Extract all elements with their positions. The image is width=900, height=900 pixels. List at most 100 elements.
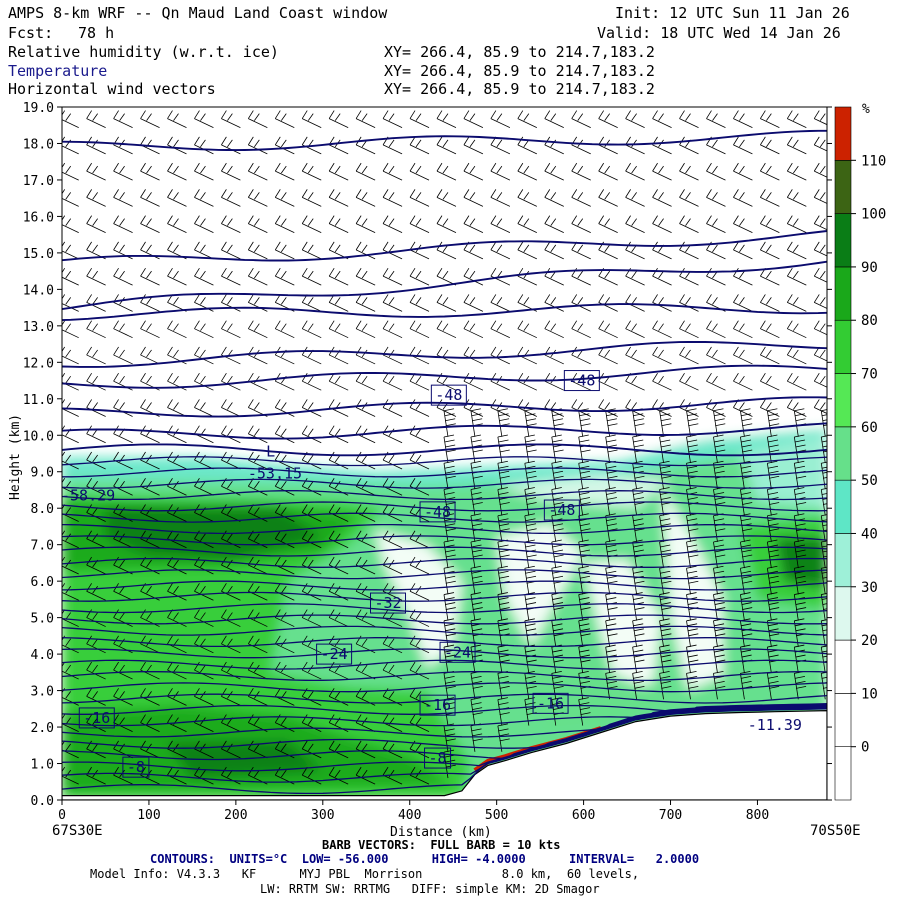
init-time: Init: 12 UTC Sun 11 Jan 26 bbox=[615, 4, 850, 22]
wind-barb bbox=[490, 294, 511, 312]
wind-barb bbox=[86, 320, 106, 339]
wind-barb bbox=[652, 215, 672, 233]
contour-label-box bbox=[78, 707, 115, 729]
wind-barb bbox=[706, 215, 726, 233]
wind-barb bbox=[659, 670, 672, 700]
wind-barb bbox=[247, 320, 268, 339]
wind-barb bbox=[659, 460, 672, 490]
wind-barb bbox=[679, 189, 699, 207]
wind-barb bbox=[221, 530, 241, 549]
wind-barb bbox=[140, 110, 160, 128]
wind-barb bbox=[786, 241, 807, 260]
wind-barb bbox=[632, 487, 645, 516]
wind-barb bbox=[274, 136, 295, 155]
wind-barb bbox=[355, 189, 376, 207]
wind-barb bbox=[733, 136, 753, 155]
wind-barb bbox=[436, 215, 457, 233]
y-tick-label: 5.0 bbox=[31, 612, 54, 627]
wind-barb bbox=[167, 110, 187, 128]
wind-barb bbox=[62, 136, 79, 155]
wind-barb bbox=[247, 294, 268, 312]
wind-barb bbox=[113, 399, 133, 417]
isotherm-low-17 bbox=[62, 591, 827, 602]
wind-barb bbox=[140, 162, 160, 181]
wind-barb bbox=[813, 215, 827, 231]
wind-barb bbox=[517, 215, 537, 233]
chart-title: AMPS 8-km WRF -- Qn Maud Land Coast wind… bbox=[8, 4, 388, 22]
wind-barb bbox=[221, 635, 241, 654]
colorbar-swatch bbox=[834, 746, 852, 801]
wind-barb bbox=[221, 215, 241, 233]
wind-barb bbox=[490, 346, 511, 365]
y-tick-label: 4.0 bbox=[31, 648, 54, 663]
wind-barb bbox=[274, 766, 295, 785]
wind-barb bbox=[517, 189, 537, 207]
isotherm-low-3 bbox=[62, 705, 827, 761]
wind-barb bbox=[571, 110, 591, 128]
wind-barb bbox=[274, 320, 295, 339]
wind-barb bbox=[355, 346, 376, 365]
wind-barb bbox=[490, 110, 511, 128]
wind-barb bbox=[167, 189, 187, 207]
wind-barb bbox=[436, 162, 457, 181]
contour-label-box bbox=[543, 499, 580, 521]
wind-barb bbox=[113, 504, 133, 522]
isotherm-low-23 bbox=[62, 523, 827, 535]
wind-barb bbox=[221, 267, 241, 286]
wind-barb bbox=[686, 539, 699, 569]
rh-area-7 bbox=[375, 530, 462, 669]
wind-barb bbox=[409, 609, 430, 627]
barb-legend: BARB VECTORS: FULL BARB = 10 kts bbox=[322, 838, 561, 852]
wind-barb bbox=[221, 372, 241, 391]
wind-barb bbox=[274, 110, 295, 128]
wind-barb bbox=[86, 451, 106, 470]
wind-barb bbox=[679, 346, 699, 365]
wind-barb bbox=[382, 162, 403, 181]
contour-labels: -48 -48 L -53.15 -58.29 -48 -48 -32 -24 -24 -16 -16… bbox=[61, 370, 802, 778]
wind-barb bbox=[86, 399, 106, 417]
wind-barb bbox=[598, 294, 618, 312]
wind-barb bbox=[760, 294, 780, 312]
wind-barb bbox=[409, 320, 430, 339]
wind-barb bbox=[760, 320, 780, 339]
wind-barb bbox=[470, 539, 483, 569]
wind-barb bbox=[247, 241, 268, 260]
wind-barb bbox=[274, 399, 295, 417]
wind-barb bbox=[62, 189, 79, 207]
colorbar-swatch bbox=[834, 693, 852, 747]
wind-barb bbox=[86, 583, 106, 601]
wind-barb bbox=[544, 372, 564, 391]
wind-barb bbox=[247, 162, 268, 181]
wind-barb bbox=[706, 372, 726, 391]
wind-barb bbox=[625, 189, 645, 207]
isotherm-low-12 bbox=[62, 648, 827, 659]
x-tick-label: 300 bbox=[311, 808, 334, 823]
contour-label-text: -48 bbox=[435, 386, 462, 404]
wind-barb bbox=[86, 714, 106, 732]
isotherm-low-15 bbox=[62, 614, 827, 625]
wind-barb bbox=[659, 592, 672, 621]
wind-barb bbox=[571, 162, 591, 181]
wind-barb bbox=[679, 267, 699, 286]
wind-barb bbox=[706, 162, 726, 181]
wind-barb bbox=[463, 136, 484, 155]
wind-barb bbox=[578, 513, 591, 542]
wind-barb bbox=[766, 539, 780, 569]
wind-barb bbox=[571, 399, 591, 417]
field-temp-xy: XY= 266.4, 85.9 to 214.7,183.2 bbox=[384, 62, 655, 80]
x-tick-label: 0 bbox=[58, 808, 66, 823]
wind-barb bbox=[140, 478, 160, 496]
y-tick-label: 2.0 bbox=[31, 721, 54, 736]
wind-barb bbox=[571, 215, 591, 233]
isotherm-up-1 bbox=[62, 422, 827, 440]
wind-barb bbox=[686, 434, 699, 464]
wind-barb bbox=[301, 635, 322, 654]
wind-barb bbox=[382, 766, 403, 785]
wind-barb bbox=[571, 294, 591, 312]
wind-barb bbox=[194, 241, 214, 260]
wind-barb bbox=[625, 320, 645, 339]
isotherm-low-27 bbox=[62, 478, 827, 489]
wind-barb bbox=[463, 189, 484, 207]
wind-barb bbox=[194, 215, 214, 233]
